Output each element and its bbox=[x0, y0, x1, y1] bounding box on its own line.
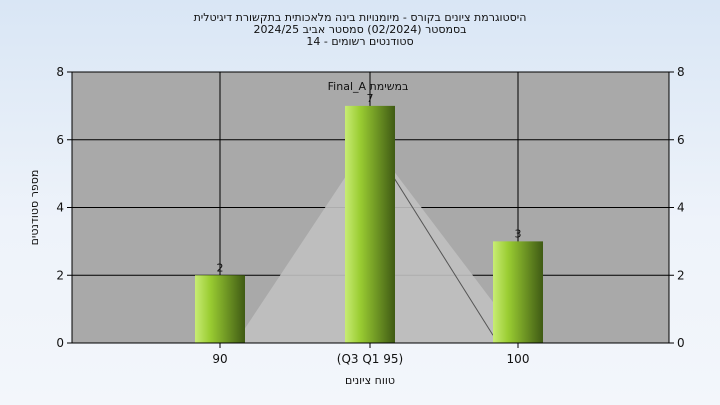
y-tick-label-right: 8 bbox=[677, 65, 685, 79]
x-tick-label: 100 bbox=[507, 352, 530, 366]
y-tick-label-left: 0 bbox=[56, 336, 64, 350]
chart-title-line-3: סטודנטים רשומים - 14 bbox=[306, 35, 414, 48]
x-tick-label: (Q3 Q1 95) bbox=[337, 352, 403, 366]
chart-title-line-2: בסמסטר (02/2024) סמסטר אביב 2024/25 bbox=[253, 23, 467, 36]
y-tick-label-left: 6 bbox=[56, 133, 64, 147]
bar-100 bbox=[493, 241, 543, 343]
y-tick-label-right: 6 bbox=[677, 133, 685, 147]
y-tick-label-right: 0 bbox=[677, 336, 685, 350]
y-tick-label-right: 4 bbox=[677, 201, 685, 215]
bar-value-label: 3 bbox=[515, 227, 522, 240]
bar-value-label: 2 bbox=[217, 261, 224, 274]
bar-90 bbox=[195, 275, 245, 343]
x-axis-label: טווח ציונים bbox=[345, 374, 395, 387]
y-tick-label-right: 2 bbox=[677, 268, 685, 282]
series-label: Final_A במשימת bbox=[328, 80, 409, 93]
bar-value-label: 7 bbox=[367, 92, 374, 105]
bars: 2 7 3 bbox=[195, 92, 543, 343]
y-axis-label: מספר סטודנטים bbox=[28, 170, 41, 246]
y-tick-label-left: 8 bbox=[56, 65, 64, 79]
x-tick-label: 90 bbox=[212, 352, 227, 366]
chart-title-line-1: היסטוגרמת ציונים בקורס - מיומנויות בינה … bbox=[193, 11, 527, 24]
y-tick-label-left: 2 bbox=[56, 268, 64, 282]
bar-(Q3 Q1 95) bbox=[345, 105, 395, 343]
y-tick-label-left: 4 bbox=[56, 201, 64, 215]
axes: 0 0 2 2 4 4 6 6 8 8 90 (Q3 Q1 95) 100 bbox=[56, 65, 684, 366]
